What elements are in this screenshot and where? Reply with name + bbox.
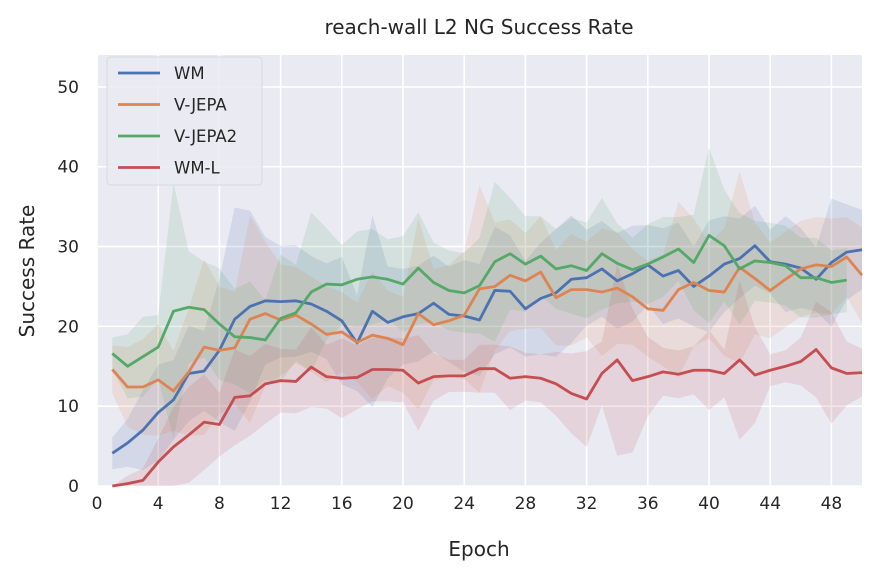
x-tick-label: 20 <box>392 494 414 514</box>
y-tick-label: 0 <box>68 477 79 497</box>
y-tick-label: 10 <box>57 397 79 417</box>
legend-label: WM <box>174 64 205 83</box>
x-tick-label: 28 <box>515 494 537 514</box>
x-axis-label: Epoch <box>448 537 509 561</box>
x-tick-label: 12 <box>270 494 292 514</box>
y-tick-labels: 0 10 20 30 40 50 <box>57 78 79 497</box>
y-tick-label: 30 <box>57 238 79 258</box>
x-tick-label: 48 <box>821 494 843 514</box>
x-tick-label: 40 <box>698 494 720 514</box>
x-tick-label: 4 <box>153 494 164 514</box>
x-tick-label: 44 <box>759 494 781 514</box>
x-tick-label: 8 <box>214 494 225 514</box>
legend-label: V-JEPA2 <box>174 127 237 146</box>
x-tick-label: 0 <box>92 494 103 514</box>
y-axis-label: Success Rate <box>15 205 39 338</box>
x-tick-label: 24 <box>453 494 475 514</box>
y-tick-label: 50 <box>57 78 79 98</box>
y-tick-label: 20 <box>57 317 79 337</box>
x-tick-label: 32 <box>576 494 598 514</box>
legend-label: WM-L <box>174 159 221 178</box>
x-tick-label: 16 <box>331 494 353 514</box>
chart-title: reach-wall L2 NG Success Rate <box>324 15 633 39</box>
legend-label: V-JEPA <box>174 96 227 115</box>
y-tick-label: 40 <box>57 158 79 178</box>
legend: WM V-JEPA V-JEPA2 WM-L <box>107 57 262 185</box>
x-tick-label: 36 <box>637 494 659 514</box>
